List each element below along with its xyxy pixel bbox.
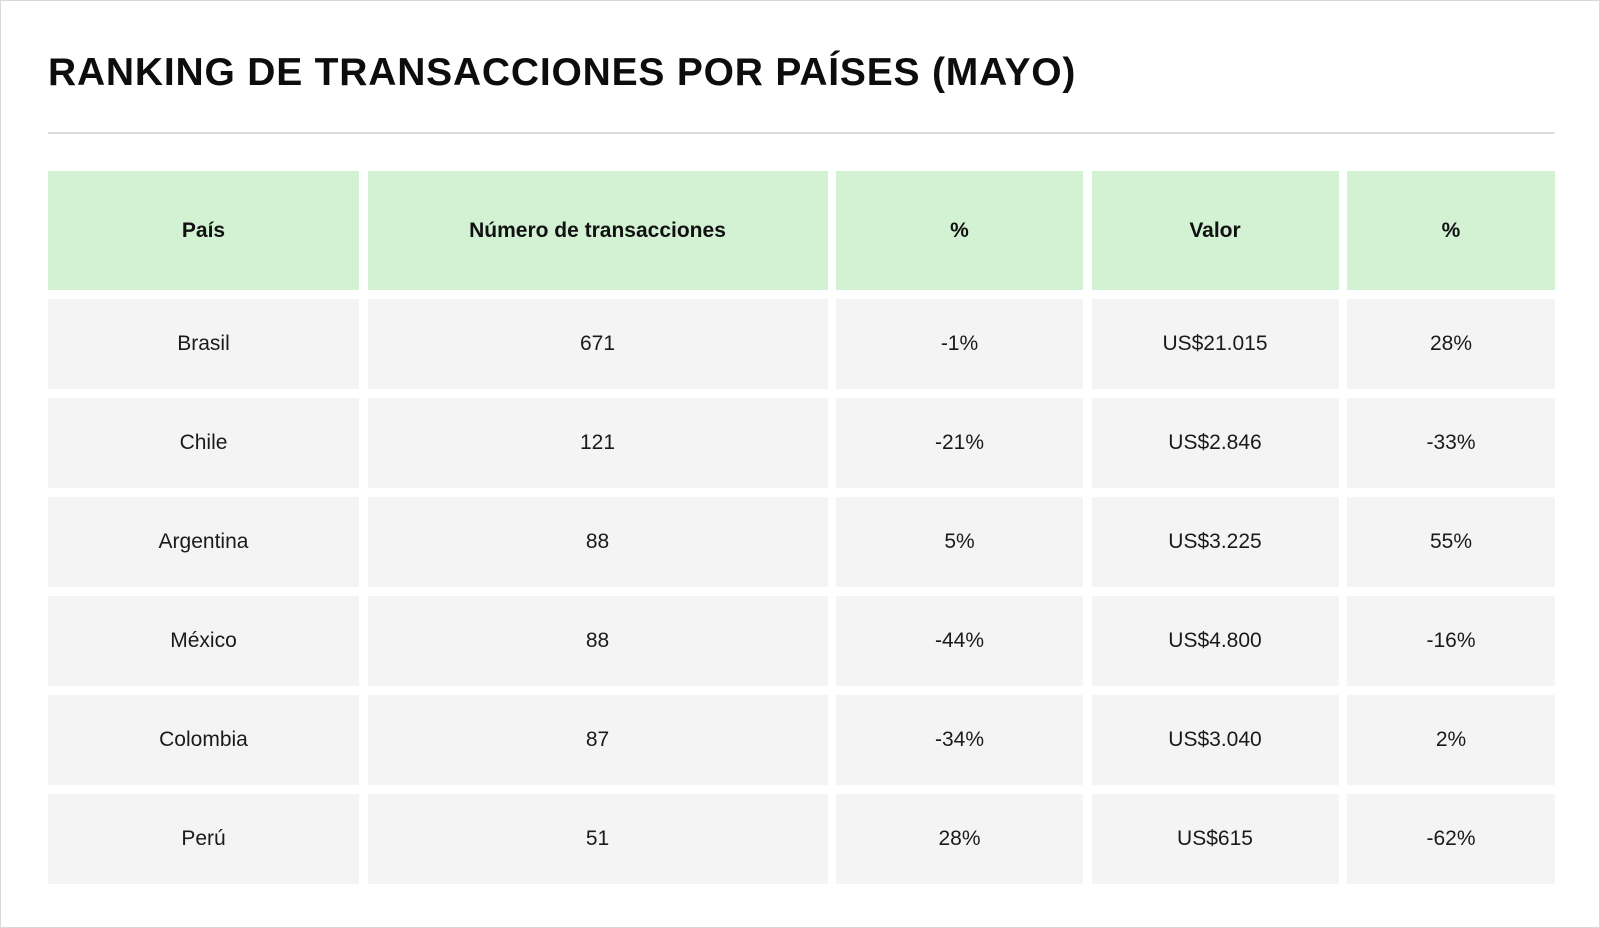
page-title: RANKING DE TRANSACCIONES POR PAÍSES (MAY… [48, 51, 1077, 94]
cell-value: US$4.800 [1091, 596, 1339, 686]
cell-transactions: 88 [367, 596, 828, 686]
cell-value-change: -62% [1347, 794, 1555, 884]
ranking-table: País Número de transacciones % Valor % B… [48, 171, 1555, 884]
cell-value-change: 55% [1347, 497, 1555, 587]
cell-value-change: 28% [1347, 299, 1555, 389]
cell-transactions: 671 [367, 299, 828, 389]
cell-value-change: 2% [1347, 695, 1555, 785]
cell-value-change: -16% [1347, 596, 1555, 686]
cell-country: México [48, 596, 359, 686]
cell-transactions-change: 28% [836, 794, 1083, 884]
cell-value: US$21.015 [1091, 299, 1339, 389]
cell-country: Perú [48, 794, 359, 884]
cell-transactions-change: -44% [836, 596, 1083, 686]
cell-transactions: 51 [367, 794, 828, 884]
header-country: País [48, 171, 359, 290]
header-value: Valor [1091, 171, 1339, 290]
cell-value: US$3.040 [1091, 695, 1339, 785]
header-transactions: Número de transacciones [367, 171, 828, 290]
cell-value: US$2.846 [1091, 398, 1339, 488]
cell-country: Colombia [48, 695, 359, 785]
cell-transactions-change: 5% [836, 497, 1083, 587]
cell-country: Brasil [48, 299, 359, 389]
cell-value: US$3.225 [1091, 497, 1339, 587]
cell-transactions-change: -1% [836, 299, 1083, 389]
cell-transactions-change: -34% [836, 695, 1083, 785]
cell-transactions: 121 [367, 398, 828, 488]
header-value-change: % [1347, 171, 1555, 290]
cell-country: Argentina [48, 497, 359, 587]
cell-country: Chile [48, 398, 359, 488]
cell-transactions: 88 [367, 497, 828, 587]
cell-value-change: -33% [1347, 398, 1555, 488]
cell-transactions: 87 [367, 695, 828, 785]
title-divider [48, 132, 1555, 134]
cell-value: US$615 [1091, 794, 1339, 884]
cell-transactions-change: -21% [836, 398, 1083, 488]
header-transactions-change: % [836, 171, 1083, 290]
